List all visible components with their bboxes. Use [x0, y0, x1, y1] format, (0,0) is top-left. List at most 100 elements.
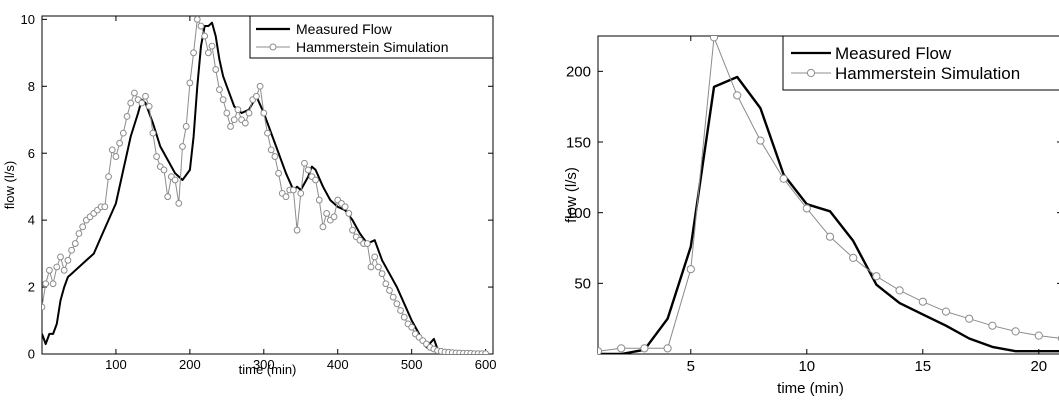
series-measured-flow [42, 21, 445, 354]
data-point [149, 129, 157, 137]
left-chart: 100 200 300 400 500 600 0 2 4 6 8 10 time (min) flow … [2, 12, 496, 377]
data-point [872, 272, 881, 281]
data-point [105, 173, 112, 181]
data-point [349, 226, 356, 234]
data-point [186, 79, 194, 87]
data-point [131, 89, 138, 97]
data-point [802, 204, 811, 213]
data-point [319, 223, 327, 231]
data-point [164, 193, 172, 201]
right-chart: 5 10 15 20 50 100 150 200 time (min) flow (l/s) Me… [563, 35, 1059, 397]
data-point [733, 91, 742, 100]
data-point [42, 280, 50, 288]
series-line [42, 21, 445, 354]
y-tick-label: 50 [574, 276, 591, 293]
data-point [709, 36, 719, 42]
y-tick-label: 10 [21, 12, 35, 27]
y-tick-label: 2 [28, 280, 35, 295]
series-line [42, 18, 486, 354]
data-point [341, 203, 349, 211]
data-point [208, 42, 216, 50]
data-point [301, 159, 308, 167]
data-point [223, 109, 231, 117]
data-point [289, 186, 297, 194]
data-point [397, 307, 404, 314]
data-point [79, 223, 87, 231]
data-point [175, 200, 183, 207]
legend-label: Measured Flow [296, 21, 393, 37]
data-point [371, 253, 379, 261]
data-point [267, 146, 275, 154]
data-point [123, 112, 131, 120]
y-axis-label: flow (l/s) [2, 161, 17, 209]
data-point [378, 270, 386, 278]
data-point [895, 286, 904, 295]
data-point [686, 265, 695, 274]
data-point [253, 92, 260, 100]
data-point [53, 263, 61, 271]
legend-box [782, 35, 1059, 91]
data-point [598, 347, 603, 354]
data-point [825, 232, 835, 241]
data-point [234, 106, 242, 114]
data-point [345, 210, 353, 217]
x-axis-label: time (min) [239, 362, 297, 377]
x-tick-label: 500 [401, 357, 423, 372]
data-point [241, 119, 249, 127]
data-point [330, 213, 338, 221]
x-tick-label: 100 [105, 357, 127, 372]
data-point [64, 256, 72, 264]
x-tick-label: 400 [327, 357, 349, 372]
legend-label: Measured Flow [835, 44, 952, 63]
data-point [315, 196, 323, 204]
data-point [988, 321, 997, 330]
y-tick-label: 4 [28, 213, 35, 228]
data-point [197, 22, 205, 30]
x-tick-label: 200 [179, 357, 201, 372]
x-tick-label: 20 [1030, 358, 1047, 375]
data-point [142, 92, 149, 100]
data-point [297, 189, 305, 197]
data-point [275, 169, 282, 177]
data-point [160, 166, 168, 174]
data-point [101, 203, 109, 211]
data-point [918, 297, 927, 306]
data-point [271, 153, 279, 160]
y-tick-label: 200 [566, 64, 591, 81]
data-point [304, 166, 312, 174]
x-axis-label: time (min) [777, 380, 844, 397]
data-point [756, 136, 765, 145]
data-point [264, 129, 271, 137]
data-point [393, 300, 401, 308]
series-line [598, 75, 1059, 354]
data-point [260, 109, 268, 117]
data-point [108, 146, 116, 154]
data-point [386, 287, 393, 294]
data-point [293, 226, 301, 234]
data-point [45, 266, 53, 274]
data-point [127, 99, 135, 107]
x-tick-label: 10 [798, 358, 815, 375]
y-axis-label: flow (l/s) [563, 167, 580, 223]
data-point [849, 253, 858, 262]
series-measured-flow [598, 75, 1059, 354]
data-point [389, 293, 397, 301]
data-point [663, 344, 672, 353]
data-point [617, 344, 626, 353]
data-point [216, 86, 223, 94]
plot-frame [41, 15, 494, 355]
data-point [190, 49, 197, 57]
data-point [323, 210, 331, 217]
data-point [42, 303, 46, 311]
data-point [71, 240, 79, 247]
data-point [245, 109, 253, 117]
data-point [400, 313, 408, 321]
legend-box [249, 15, 494, 59]
data-point [482, 350, 490, 354]
legend-marker [806, 68, 816, 78]
data-point [145, 102, 153, 110]
data-point [60, 266, 68, 274]
